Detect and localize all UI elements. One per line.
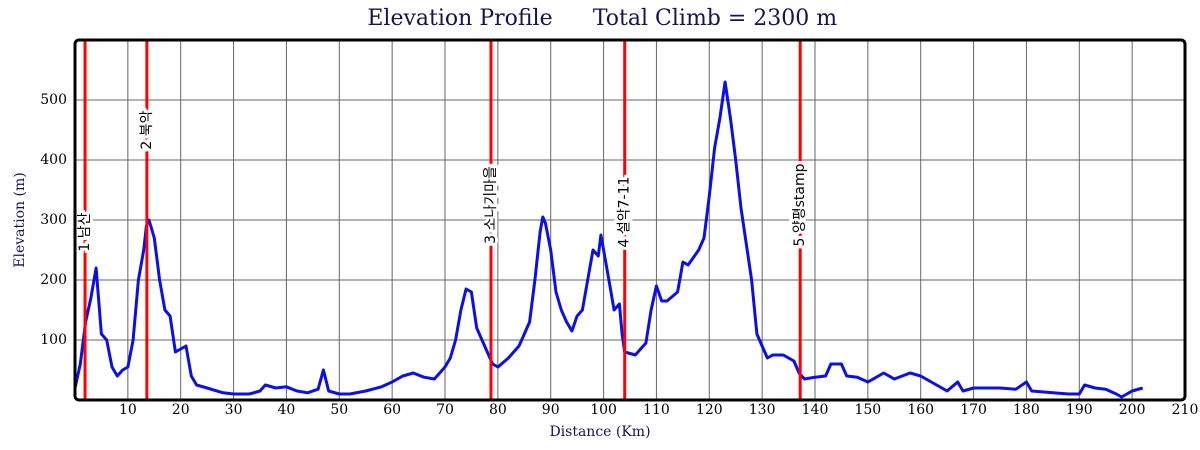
x-tick-label: 20 bbox=[172, 402, 190, 418]
y-tick-label: 300 bbox=[40, 212, 67, 228]
x-tick-label: 60 bbox=[383, 402, 401, 418]
checkpoint-label: 3 소나기마을 bbox=[483, 166, 499, 244]
x-tick-label: 40 bbox=[278, 402, 296, 418]
x-tick-label: 150 bbox=[854, 402, 881, 418]
x-tick-label: 200 bbox=[1119, 402, 1146, 418]
chart-subtitle: Total Climb = 2300 m bbox=[593, 6, 837, 31]
x-tick-label: 30 bbox=[225, 402, 243, 418]
x-tick-label: 130 bbox=[749, 402, 776, 418]
y-tick-label: 200 bbox=[40, 272, 67, 288]
y-tick-label: 400 bbox=[40, 152, 67, 168]
x-tick-label: 160 bbox=[907, 402, 934, 418]
x-tick-label: 70 bbox=[436, 402, 454, 418]
plot-border bbox=[73, 38, 1187, 402]
x-tick-label: 80 bbox=[489, 402, 507, 418]
x-tick-label: 170 bbox=[960, 402, 987, 418]
x-tick-label: 210 bbox=[1172, 402, 1199, 418]
x-tick-label: 90 bbox=[542, 402, 560, 418]
x-tick-label: 110 bbox=[643, 402, 670, 418]
checkpoint-label: 4 설악7-11 bbox=[617, 177, 633, 248]
elevation-line bbox=[73, 80, 1144, 399]
chart-title: Elevation Profile bbox=[367, 6, 552, 31]
x-axis-label: Distance (Km) bbox=[549, 424, 650, 440]
x-tick-label: 190 bbox=[1066, 402, 1093, 418]
y-tick-label: 500 bbox=[40, 92, 67, 108]
x-tick-label: 10 bbox=[119, 402, 137, 418]
x-tick-label: 180 bbox=[1013, 402, 1040, 418]
checkpoint-label: 5 양평stamp bbox=[792, 163, 808, 246]
x-tick-label: 120 bbox=[696, 402, 723, 418]
checkpoint-label: 1 남산 bbox=[77, 212, 93, 251]
x-tick-label: 100 bbox=[590, 402, 617, 418]
checkpoint-label: 2 북악 bbox=[139, 110, 155, 149]
x-tick-label: 140 bbox=[802, 402, 829, 418]
y-tick-label: 100 bbox=[40, 332, 67, 348]
y-axis-label: Elevation (m) bbox=[12, 172, 28, 267]
x-tick-label: 50 bbox=[330, 402, 348, 418]
